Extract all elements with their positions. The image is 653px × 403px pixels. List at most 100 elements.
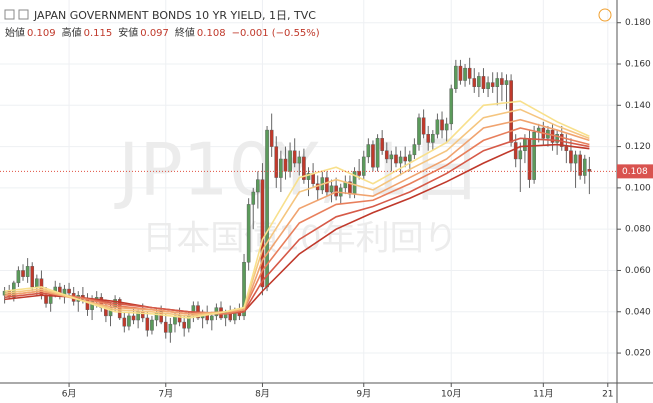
candle-body [256, 179, 260, 193]
candle-body [518, 150, 523, 160]
candle-body [30, 266, 35, 288]
y-tick-label: 0.140 [625, 101, 651, 111]
candle-body [587, 169, 592, 172]
y-tick-label: 0.060 [625, 266, 651, 276]
y-tick-label: 0.040 [625, 307, 651, 317]
ribbon-line [4, 108, 590, 317]
ohlc-value: 0.115 [84, 28, 113, 39]
y-tick-label: 0.160 [625, 60, 651, 70]
candle-body [564, 146, 569, 151]
candle-body [449, 88, 454, 125]
candle-body [389, 154, 394, 160]
candle-body [210, 315, 214, 321]
candle-body [371, 144, 375, 168]
candle-body [375, 138, 380, 168]
candle-body [500, 78, 504, 85]
candle-body [486, 82, 490, 89]
ohlc-label: 安値 [118, 26, 138, 39]
candle-body [366, 144, 371, 158]
candle-body [150, 319, 154, 331]
candle-body [398, 156, 403, 164]
candle-body [477, 76, 481, 87]
x-tick-label: 7月 [158, 389, 173, 400]
candle-body [246, 204, 251, 263]
candle-body [467, 67, 472, 79]
candle-body [555, 134, 559, 143]
y-tick-label: 0.180 [625, 18, 651, 28]
candle-body [311, 173, 315, 184]
candle-body [472, 78, 477, 87]
candle-body [421, 117, 426, 135]
candle-body [504, 80, 509, 85]
ribbon-line [4, 127, 590, 315]
candle-body [454, 65, 458, 89]
candle-body [334, 185, 338, 197]
candle-body [279, 158, 283, 178]
y-tick-label: 0.100 [625, 183, 651, 193]
info-icon[interactable] [598, 8, 612, 22]
ohlc-header: 始値 0.109 高値 0.115 安値 0.097 終値 0.108 −0.001 (−0.5… [5, 26, 320, 39]
candle-body [122, 317, 127, 327]
last-price-box [617, 164, 653, 179]
candle-body [90, 301, 94, 310]
candle-body [380, 138, 384, 151]
ribbon-line [4, 137, 590, 315]
x-tick-label: 8月 [255, 389, 270, 400]
x-tick-label: 6月 [62, 389, 77, 400]
candle-body [269, 129, 274, 147]
candle-body [306, 173, 311, 180]
y-tick-label: 0.020 [625, 349, 651, 359]
candle-body [131, 315, 136, 321]
candle-body [495, 78, 500, 87]
y-tick-label: 0.120 [625, 142, 651, 152]
plot [2, 57, 592, 343]
x-tick-label: 11月 [533, 389, 553, 400]
candle-body [159, 311, 163, 323]
candle-body [513, 142, 518, 160]
candle-body [302, 156, 306, 180]
candle-body [297, 156, 302, 164]
candle-body [260, 179, 265, 288]
candle-body [168, 323, 173, 333]
candle-body [329, 185, 334, 193]
candle-body [163, 321, 168, 333]
candle-body [582, 158, 587, 176]
x-tick-label: 10月 [441, 389, 461, 400]
candle-body [44, 295, 48, 304]
ohlc-value: 0.108 [197, 28, 226, 39]
compare-icon[interactable] [18, 9, 29, 20]
candle-body [426, 134, 431, 143]
ribbon-line [4, 118, 590, 315]
y-tick-label: 0.080 [625, 225, 651, 235]
candle-body [274, 146, 279, 178]
change-label: −0.001 (−0.55%) [232, 28, 320, 39]
ohlc-label: 終値 [175, 26, 195, 39]
candle-body [403, 156, 407, 162]
candle-body [440, 119, 444, 131]
candle-body [394, 154, 398, 164]
ohlc-value: 0.109 [27, 28, 56, 39]
candle-body [177, 315, 182, 323]
candle-body [35, 278, 39, 288]
candle-body [251, 191, 256, 205]
candle-body [431, 134, 435, 143]
candle-body [412, 144, 417, 156]
candle-body [16, 270, 21, 284]
ohlc-label: 高値 [62, 26, 82, 39]
collapse-icon[interactable] [4, 9, 15, 20]
ohlc-label: 始値 [5, 26, 25, 39]
x-tick-label: 9月 [356, 389, 371, 400]
candle-body [242, 262, 246, 317]
candle-body [145, 317, 150, 331]
candle-body [357, 171, 361, 176]
candle-body [435, 119, 440, 135]
candle-body [444, 123, 449, 131]
candle-body [527, 138, 532, 180]
ribbon-line [4, 143, 590, 315]
candle-body [490, 82, 495, 87]
candle-body [523, 138, 527, 151]
candle-body [21, 270, 25, 277]
